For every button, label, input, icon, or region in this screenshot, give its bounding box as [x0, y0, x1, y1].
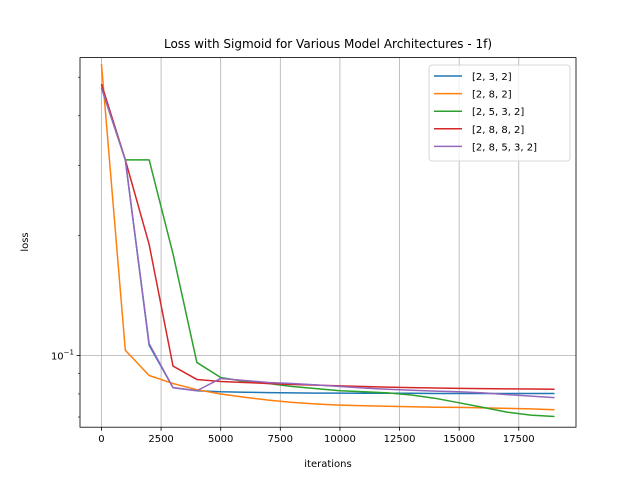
tick-layer: 0 2500 5000 7500 10000 12500 15000 17500 10−1 — [51, 76, 535, 445]
x-tick-label: 17500 — [503, 434, 535, 445]
series-line — [100, 63, 555, 411]
legend-entry-label: [2, 8, 8, 2] — [472, 125, 524, 136]
x-tick-label: 0 — [98, 434, 104, 445]
legend-entry-label: [2, 8, 5, 3, 2] — [472, 142, 537, 153]
legend-entry-label: [2, 8, 2] — [472, 90, 512, 101]
x-tick-label: 10000 — [324, 434, 356, 445]
legend: [2, 3, 2] [2, 8, 2] [2, 5, 3, 2] [2, 8, 8, … — [428, 64, 571, 162]
y-axis-label: loss — [20, 232, 31, 251]
y-tick-label: 10−1 — [51, 348, 74, 362]
series-line — [100, 87, 555, 418]
x-axis-label: iterations — [304, 459, 351, 470]
series-layer — [100, 63, 555, 418]
x-tick-label: 12500 — [384, 434, 416, 445]
x-tick-label: 2500 — [148, 434, 173, 445]
plot-frame — [79, 57, 577, 428]
legend-entry-label: [2, 5, 3, 2] — [472, 107, 524, 118]
x-tick-label: 5000 — [208, 434, 233, 445]
x-tick-label: 7500 — [268, 434, 293, 445]
legend-box — [428, 64, 571, 162]
chart-title: Loss with Sigmoid for Various Model Arch… — [164, 37, 492, 51]
series-line — [100, 87, 555, 399]
x-tick-label: 15000 — [443, 434, 475, 445]
legend-entry-label: [2, 3, 2] — [472, 72, 512, 83]
